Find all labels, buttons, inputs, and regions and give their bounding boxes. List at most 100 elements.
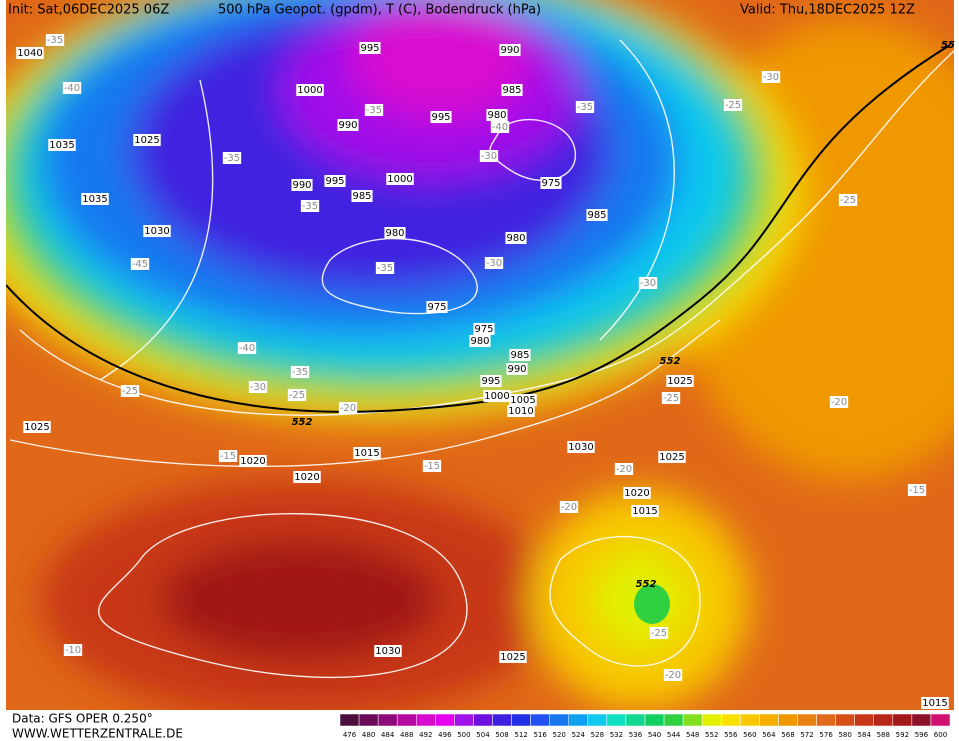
pressure-label-text: 1020 xyxy=(240,456,265,467)
pressure-label: 1035 xyxy=(48,139,76,151)
map-title: 500 hPa Geopot. (gpdm), T (C), Bodendruc… xyxy=(218,3,541,18)
pressure-label-box xyxy=(509,394,537,406)
temperature-label-box xyxy=(62,82,82,94)
colorbar-label: 576 xyxy=(819,731,833,739)
temperature-label: -35 xyxy=(222,152,242,164)
temperature-label-box xyxy=(237,342,257,354)
pressure-label-text: 995 xyxy=(481,376,500,387)
temperature-label-text: -35 xyxy=(577,102,593,113)
colorbar-label: 568 xyxy=(781,731,794,739)
temperature-label-box xyxy=(218,450,238,462)
pressure-label-text: 975 xyxy=(541,178,560,189)
colorbar-swatch xyxy=(892,713,913,727)
pressure-label-box xyxy=(505,232,527,244)
temperature-label: -20 xyxy=(614,463,634,475)
colorbar-swatch xyxy=(930,713,951,727)
colorbar-swatch xyxy=(682,713,703,727)
pressure-label-text: 975 xyxy=(427,302,446,313)
pressure-label-text: 980 xyxy=(385,228,404,239)
temperature-label: -40 xyxy=(62,82,82,94)
colorbar-label: 564 xyxy=(762,731,776,739)
temperature-label-text: -25 xyxy=(289,390,305,401)
temperature-label: -45 xyxy=(130,258,150,270)
colorbar-swatch xyxy=(454,713,474,727)
data-source: Data: GFS OPER 0.250° xyxy=(12,712,153,726)
temperature-label-box xyxy=(614,463,634,475)
colorbar-label: 580 xyxy=(838,731,851,739)
colorbar-label: 572 xyxy=(800,731,813,739)
temperature-label-text: -20 xyxy=(616,464,632,475)
pressure-label-text: 1015 xyxy=(632,506,657,517)
pressure-label-box xyxy=(23,421,51,433)
temperature-label-box xyxy=(649,627,669,639)
pressure-label: 975 xyxy=(473,323,495,335)
temperature-label: -15 xyxy=(218,450,238,462)
colorbar-label: 588 xyxy=(877,731,890,739)
colorbar-swatch xyxy=(835,713,855,727)
temperature-label-text: -35 xyxy=(366,105,382,116)
temperature-label-box xyxy=(375,262,395,274)
pressure-label: 1025 xyxy=(499,651,527,663)
pressure-label-text: 1030 xyxy=(144,226,169,237)
colorbar-label: 524 xyxy=(572,731,586,739)
pressure-label: 1020 xyxy=(293,471,321,483)
colorbar-label: 520 xyxy=(553,731,566,739)
colorbar-label: 488 xyxy=(400,731,413,739)
temperature-label-text: -25 xyxy=(840,195,856,206)
colorbar-swatch xyxy=(740,713,760,727)
pressure-label-box xyxy=(48,139,76,151)
init-time: Init: Sat,06DEC2025 06Z xyxy=(8,3,169,18)
temperature-label-box xyxy=(761,71,781,83)
temperature-label: -20 xyxy=(663,669,683,681)
temperature-label-box xyxy=(723,99,743,111)
temperature-label: -30 xyxy=(484,257,504,269)
pressure-label-box xyxy=(499,44,521,56)
pressure-label-box xyxy=(501,84,523,96)
pressure-label-box xyxy=(384,227,406,239)
colorbar-label: 544 xyxy=(667,731,681,739)
colorbar-swatch xyxy=(473,713,493,727)
temperature-label-text: -35 xyxy=(292,367,308,378)
colorbar-label: 536 xyxy=(629,731,643,739)
temperature-label-text: -25 xyxy=(651,628,667,639)
colorbar-label: 556 xyxy=(724,731,738,739)
colorbar-label: 532 xyxy=(610,731,623,739)
temperature-label: -40 xyxy=(490,121,510,133)
pressure-label-box xyxy=(540,177,562,189)
height-label: 552 xyxy=(636,579,657,590)
pressure-label-text: 1000 xyxy=(484,391,509,402)
colorbar-label: 540 xyxy=(648,731,661,739)
pressure-label: 1010 xyxy=(507,405,535,417)
temperature-label-box xyxy=(559,501,579,513)
temperature-label-text: -30 xyxy=(250,382,266,393)
pressure-label-text: 1030 xyxy=(375,646,400,657)
temperature-label-box xyxy=(63,644,83,656)
temperature-label-text: -20 xyxy=(561,502,577,513)
temperature-label: -35 xyxy=(375,262,395,274)
pressure-label-text: 1035 xyxy=(49,140,74,151)
pressure-label-box xyxy=(586,209,608,221)
temperature-label-text: -30 xyxy=(763,72,779,83)
colorbar-swatch xyxy=(778,713,798,727)
temperature-label-box xyxy=(661,392,681,404)
temperature-label-text: -15 xyxy=(220,451,236,462)
pressure-label-text: 1025 xyxy=(667,376,692,387)
temperature-label-text: -20 xyxy=(340,403,356,414)
pressure-label-text: 995 xyxy=(325,176,344,187)
pressure-label: 985 xyxy=(501,84,523,96)
height-label: 55 xyxy=(941,40,955,51)
pressure-label-box xyxy=(469,335,491,347)
pressure-label-text: 1000 xyxy=(297,85,322,96)
cold-pool xyxy=(634,584,670,624)
pressure-label-text: 980 xyxy=(470,336,489,347)
temperature-label-box xyxy=(663,669,683,681)
pressure-label: 980 xyxy=(469,335,491,347)
colorbar-label: 596 xyxy=(915,731,929,739)
colorbar-label: 592 xyxy=(896,731,909,739)
temperature-label: -15 xyxy=(907,484,927,496)
height-label: 552 xyxy=(660,356,681,367)
colorbar-swatch xyxy=(625,713,646,727)
temperature-label-text: -35 xyxy=(302,201,318,212)
pressure-label: 1015 xyxy=(353,447,381,459)
pressure-label-box xyxy=(337,119,359,131)
